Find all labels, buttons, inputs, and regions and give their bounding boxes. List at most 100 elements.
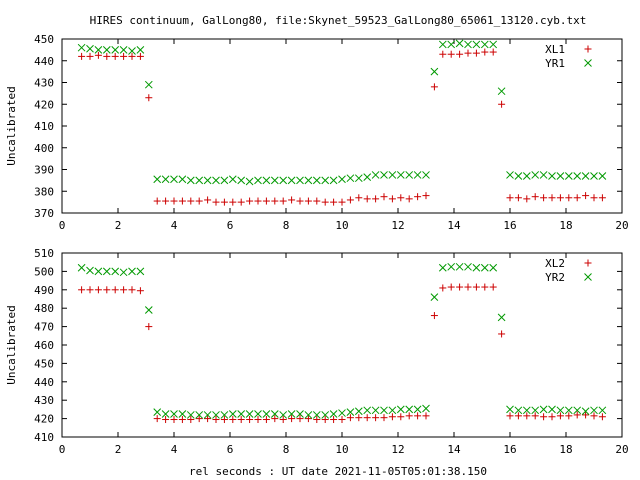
- x-axis-label: rel seconds : UT date 2021-11-05T05:01:3…: [189, 465, 487, 478]
- data-point-yr2: [170, 410, 178, 418]
- data-point-yr1: [312, 176, 321, 185]
- top-panel: 0 2 4 6 8 10 12 14 16 18 20 370 380 390 400 410 420 430 44…: [5, 33, 629, 232]
- data-point-yr1: [178, 175, 187, 184]
- legend-marker: [584, 259, 592, 267]
- data-point-yr1: [472, 40, 481, 49]
- data-point-yr2: [371, 406, 380, 415]
- data-point-xl2: [422, 412, 430, 420]
- data-point-yr2: [522, 406, 531, 415]
- data-point-yr2: [388, 406, 397, 415]
- data-point-yr2: [86, 266, 94, 275]
- data-point-xl2: [363, 414, 371, 422]
- data-point-yr2: [506, 405, 514, 414]
- data-point-yr2: [186, 411, 195, 419]
- data-point-yr1: [447, 40, 456, 49]
- data-point-xl1: [296, 197, 304, 205]
- data-point-yr1: [388, 171, 397, 179]
- data-point-xl1: [78, 52, 86, 60]
- data-point-yr2: [195, 411, 204, 419]
- x-tick-label: 14: [447, 219, 461, 232]
- data-point-yr1: [170, 175, 178, 184]
- data-point-yr1: [161, 175, 170, 184]
- data-point-xl2: [456, 283, 464, 291]
- data-point-xl1: [355, 194, 363, 202]
- data-point-xl1: [506, 194, 514, 202]
- data-point-yr2: [581, 407, 590, 416]
- data-point-xl2: [187, 416, 195, 424]
- data-point-yr2: [531, 406, 540, 415]
- y-tick-label: 460: [34, 339, 54, 352]
- legend-marker: [584, 273, 592, 281]
- data-point-yr1: [111, 46, 120, 54]
- data-point-yr1: [296, 176, 304, 185]
- data-point-xl2: [271, 415, 279, 423]
- data-point-xl2: [170, 416, 178, 424]
- y-tick-label: 380: [34, 185, 54, 198]
- data-point-yr1: [304, 176, 313, 185]
- data-point-yr2: [396, 405, 405, 414]
- data-point-xl1: [111, 52, 119, 60]
- data-point-xl1: [363, 195, 371, 203]
- data-point-xl2: [120, 286, 128, 294]
- bottom-panel: 0 2 4 6 8 10 12 14 16 18 20 410 420 430 440 450 460 470 48…: [5, 247, 629, 456]
- data-point-xl2: [573, 411, 581, 419]
- data-point-xl2: [111, 286, 119, 294]
- data-point-xl2: [598, 413, 606, 421]
- y-tick-label: 430: [34, 394, 54, 407]
- y-tick-label: 480: [34, 302, 54, 315]
- data-point-yr2: [304, 411, 313, 419]
- data-point-yr1: [422, 171, 430, 179]
- data-point-yr2: [329, 410, 338, 418]
- data-point-yr1: [321, 176, 330, 185]
- data-point-xl1: [489, 48, 497, 56]
- data-point-yr1: [430, 67, 439, 76]
- data-point-xl1: [598, 194, 606, 202]
- data-point-yr1: [254, 176, 262, 185]
- data-point-yr1: [590, 172, 598, 180]
- data-point-xl2: [162, 416, 170, 424]
- data-point-xl2: [330, 416, 338, 424]
- y-tick-label: 440: [34, 376, 54, 389]
- data-point-yr1: [203, 176, 212, 185]
- x-tick-label: 6: [227, 443, 234, 456]
- data-point-yr1: [556, 172, 565, 180]
- y-tick-label: 490: [34, 284, 54, 297]
- data-point-yr2: [472, 263, 481, 272]
- data-point-yr2: [556, 406, 565, 415]
- data-point-xl2: [582, 411, 590, 419]
- data-point-yr1: [245, 177, 254, 186]
- data-point-xl1: [531, 193, 539, 201]
- data-point-yr1: [338, 175, 346, 184]
- data-point-xl2: [288, 415, 296, 423]
- data-point-xl1: [94, 51, 102, 59]
- y-tick-label: 410: [34, 120, 54, 133]
- data-point-yr1: [514, 172, 523, 180]
- data-point-yr2: [212, 411, 220, 419]
- y-tick-label: 430: [34, 77, 54, 90]
- data-point-xl1: [321, 198, 329, 206]
- data-point-xl2: [212, 416, 220, 424]
- data-point-yr2: [237, 410, 246, 418]
- data-point-xl1: [220, 198, 228, 206]
- data-point-xl2: [237, 416, 245, 424]
- data-point-xl1: [472, 49, 480, 57]
- data-point-yr1: [455, 39, 464, 48]
- data-point-xl1: [313, 197, 321, 205]
- data-point-xl1: [271, 197, 279, 205]
- data-point-xl2: [372, 414, 380, 422]
- data-point-yr2: [128, 267, 136, 276]
- x-tick-label: 12: [391, 443, 404, 456]
- data-point-yr1: [346, 174, 355, 183]
- data-point-xl1: [447, 50, 455, 58]
- data-point-yr2: [338, 409, 346, 417]
- data-point-yr2: [346, 408, 355, 417]
- data-point-xl1: [103, 52, 111, 60]
- data-point-yr1: [136, 46, 145, 54]
- data-point-yr2: [590, 406, 598, 415]
- data-point-yr2: [144, 306, 153, 314]
- data-point-xl2: [397, 413, 405, 421]
- data-point-yr2: [438, 263, 447, 272]
- data-point-yr1: [228, 175, 237, 184]
- data-point-xl2: [296, 415, 304, 423]
- data-point-xl2: [439, 284, 447, 292]
